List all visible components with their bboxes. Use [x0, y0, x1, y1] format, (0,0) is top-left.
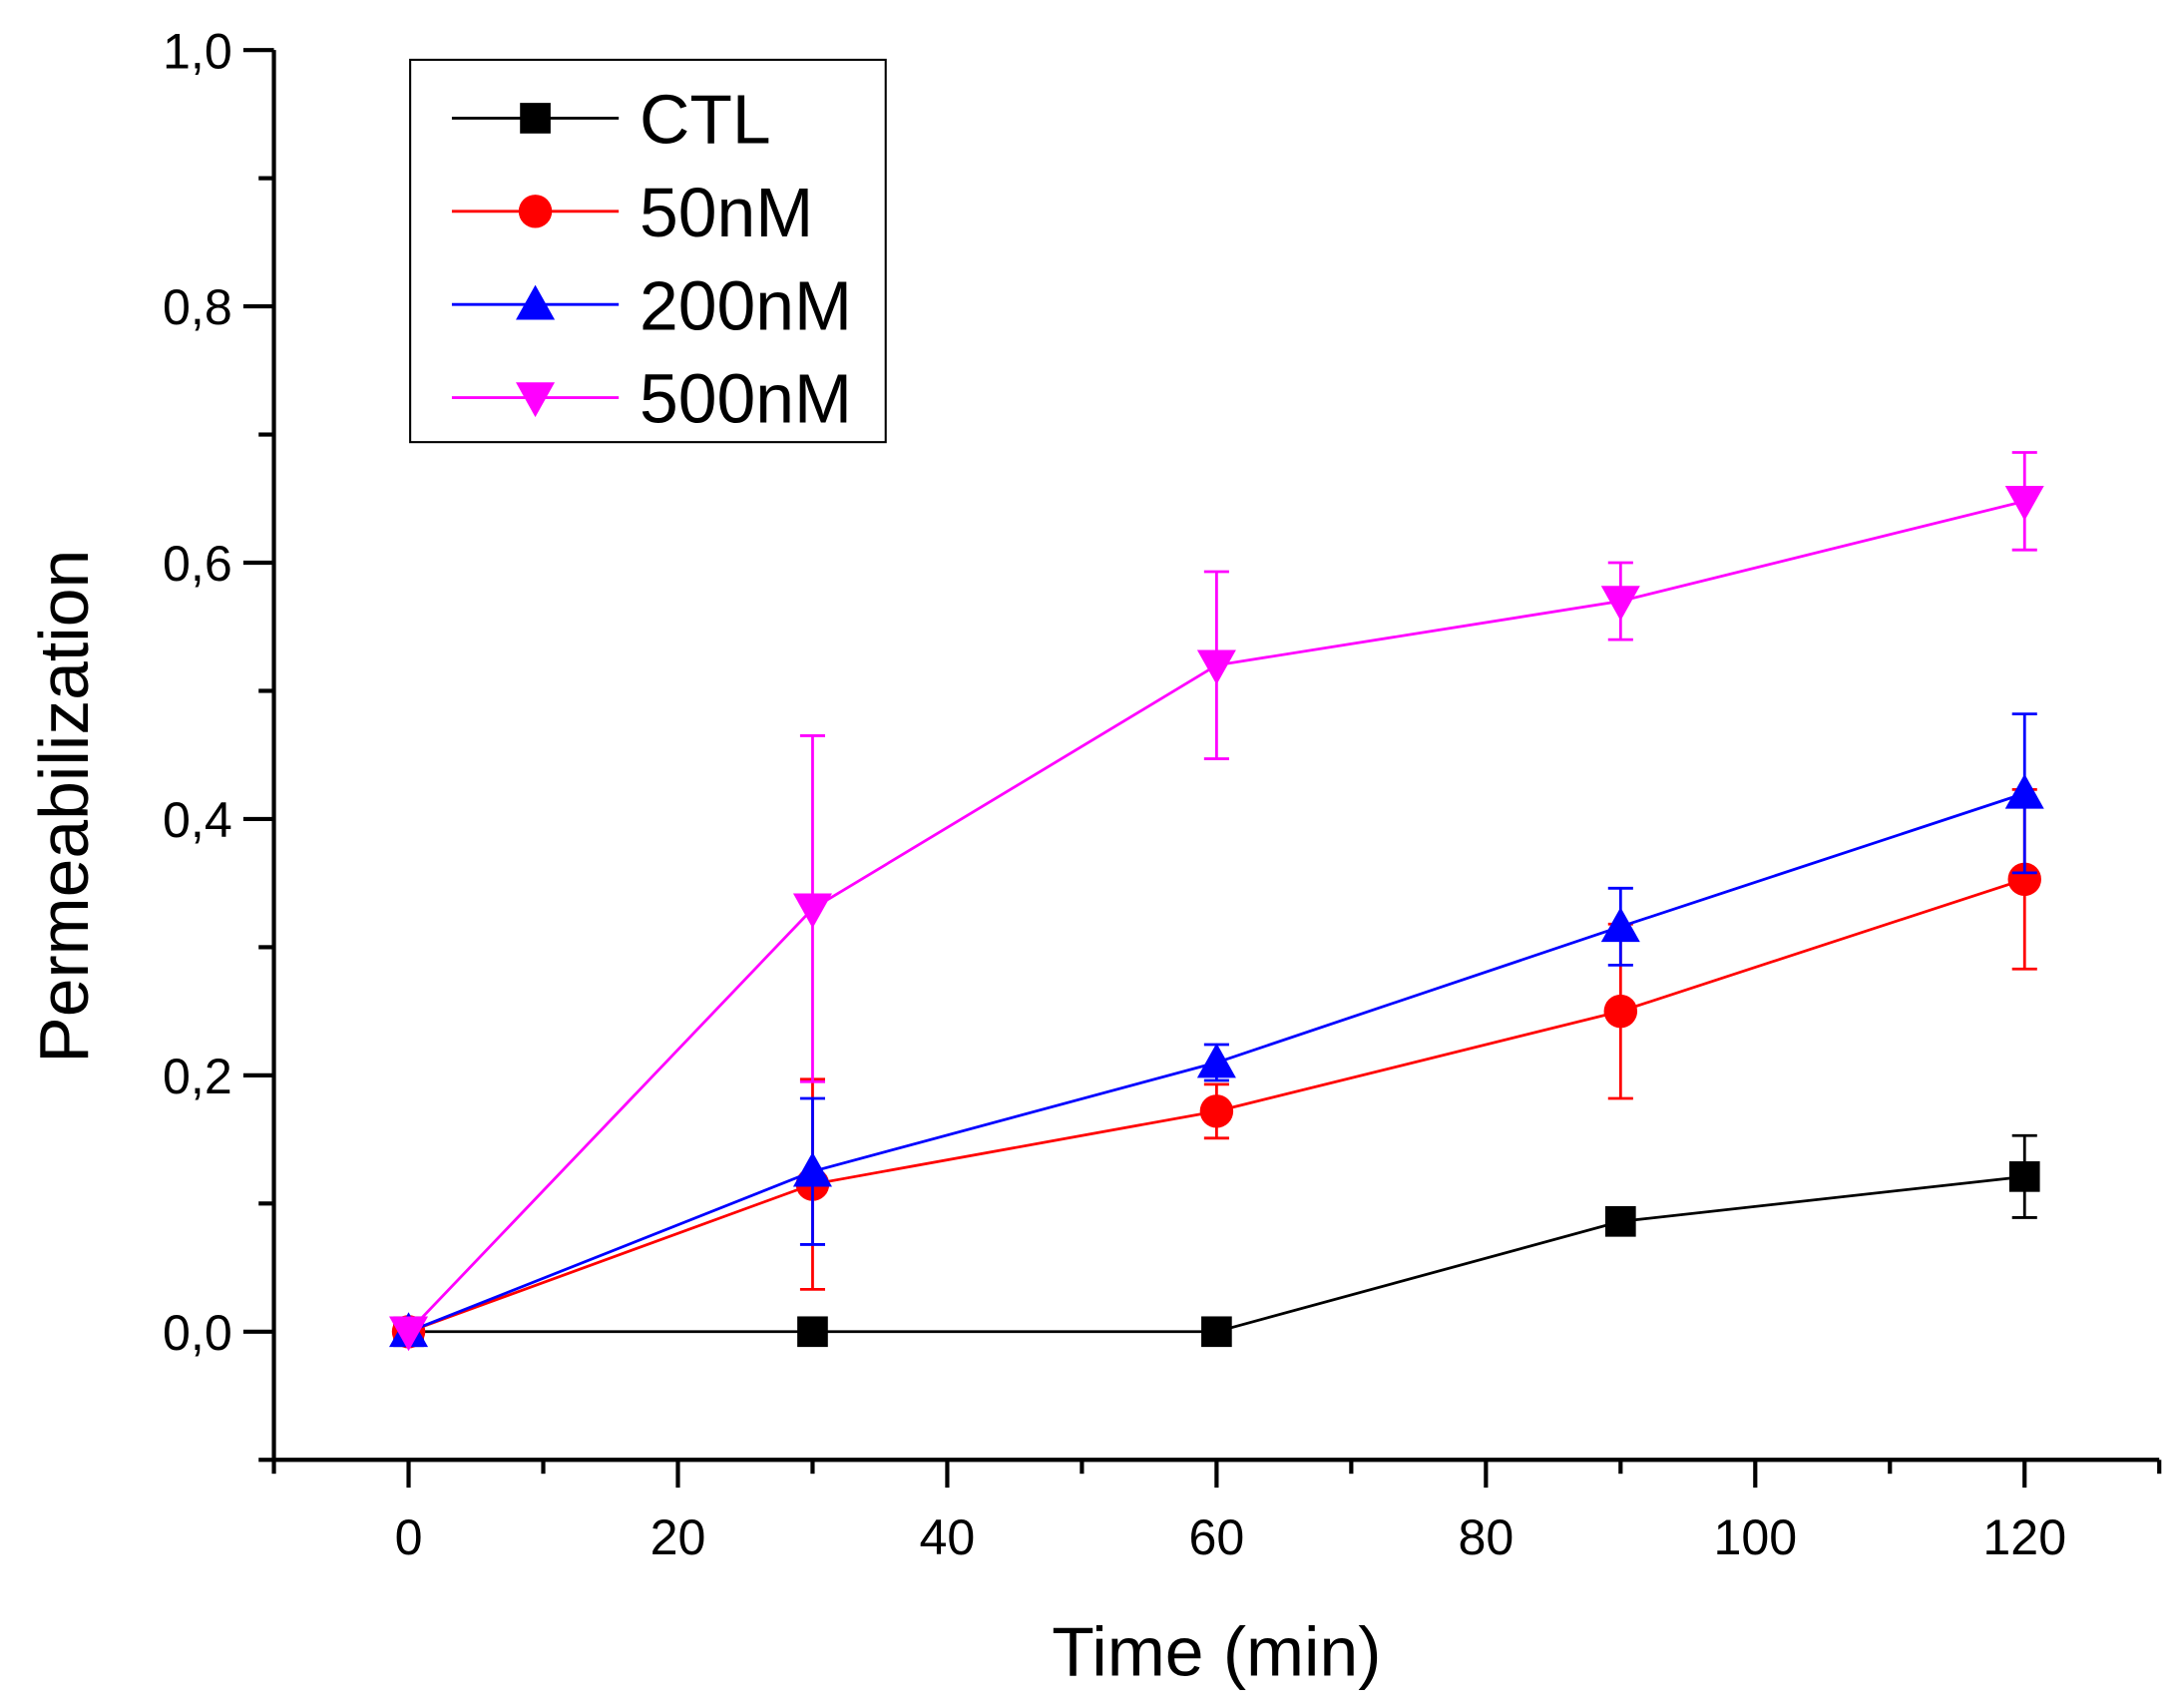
data-point	[2008, 1161, 2040, 1192]
axes: 0,0 0,2 0,4 0,6 0,8 1,0 0 20 40 60 80 100 120	[163, 23, 2162, 1565]
x-tick-label: 80	[1458, 1509, 1514, 1565]
data-point	[1603, 994, 1638, 1029]
legend-entry-500nm: 500nM	[451, 360, 852, 438]
data-point	[792, 1151, 832, 1187]
legend-label: 200nM	[640, 266, 852, 344]
x-tick-label: 100	[1713, 1509, 1797, 1565]
legend-box	[409, 58, 887, 444]
y-tick-label: 0,6	[163, 536, 232, 592]
legend-marker	[516, 284, 556, 320]
data-point	[1600, 586, 1640, 622]
series-200nm	[389, 712, 2044, 1348]
x-tick-label: 60	[1188, 1509, 1244, 1565]
series-500nm	[389, 451, 2044, 1352]
legend-marker	[518, 195, 553, 228]
data-point	[797, 1316, 828, 1348]
legend-label: CTL	[640, 81, 771, 159]
data-point	[792, 893, 832, 929]
legend-entry-200nm: 200nM	[451, 266, 852, 344]
y-tick-label: 0,8	[163, 279, 232, 335]
data-point	[1604, 1205, 1636, 1237]
legend-label: 50nM	[640, 174, 813, 251]
legend-marker	[520, 103, 551, 134]
data-point	[389, 1316, 429, 1352]
data-point	[1600, 907, 1640, 943]
legend-label: 500nM	[640, 360, 852, 438]
data-point	[2004, 486, 2044, 521]
legend: CTL 50nM 200nM 500nM	[409, 58, 887, 444]
legend-entry-ctl: CTL	[451, 81, 771, 159]
y-axis-label: Permeabilization	[25, 550, 103, 1064]
y-tick-label: 0,2	[163, 1049, 232, 1104]
y-tick-label: 0,0	[163, 1305, 232, 1361]
series-line	[408, 1174, 2025, 1334]
data-point	[2004, 773, 2044, 809]
data-point	[1196, 1043, 1236, 1078]
data-point	[1199, 1094, 1234, 1128]
plot-area	[389, 451, 2044, 1352]
data-point	[2007, 862, 2041, 897]
legend-entry-50nm: 50nM	[451, 174, 813, 251]
x-tick-label: 40	[920, 1509, 976, 1565]
data-point	[1201, 1316, 1232, 1348]
x-tick-label: 120	[1982, 1509, 2066, 1565]
x-axis-label: Time (min)	[1052, 1612, 1381, 1690]
legend-marker	[516, 382, 556, 418]
x-tick-label: 0	[395, 1509, 423, 1565]
data-point	[1196, 649, 1236, 685]
x-tick-label: 20	[651, 1509, 706, 1565]
y-tick-label: 0,4	[163, 792, 232, 848]
y-tick-label: 1,0	[163, 23, 232, 79]
